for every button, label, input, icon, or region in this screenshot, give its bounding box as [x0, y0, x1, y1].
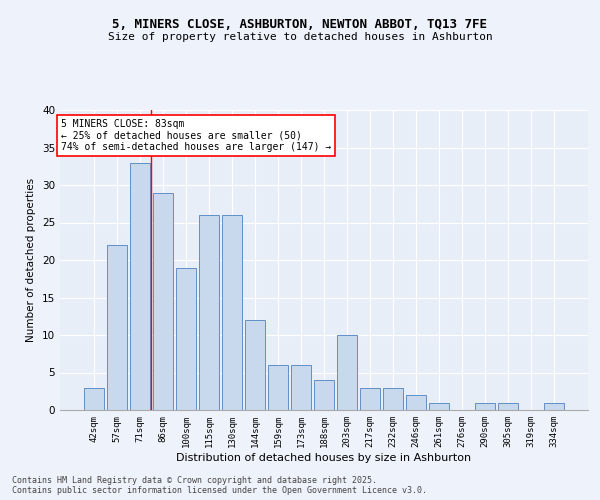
Bar: [337, 335, 357, 410]
Bar: [430, 402, 449, 410]
Bar: [199, 215, 218, 410]
Bar: [291, 365, 311, 410]
Bar: [499, 402, 518, 410]
Y-axis label: Number of detached properties: Number of detached properties: [26, 178, 37, 342]
Bar: [245, 320, 265, 410]
Bar: [176, 268, 196, 410]
Text: 5 MINERS CLOSE: 83sqm
← 25% of detached houses are smaller (50)
74% of semi-deta: 5 MINERS CLOSE: 83sqm ← 25% of detached …: [61, 119, 331, 152]
Text: 5, MINERS CLOSE, ASHBURTON, NEWTON ABBOT, TQ13 7FE: 5, MINERS CLOSE, ASHBURTON, NEWTON ABBOT…: [113, 18, 487, 30]
Bar: [406, 395, 426, 410]
Text: Contains HM Land Registry data © Crown copyright and database right 2025.
Contai: Contains HM Land Registry data © Crown c…: [12, 476, 427, 495]
Bar: [383, 388, 403, 410]
Bar: [314, 380, 334, 410]
Bar: [130, 162, 149, 410]
Bar: [475, 402, 495, 410]
Bar: [84, 388, 104, 410]
Bar: [107, 245, 127, 410]
Bar: [222, 215, 242, 410]
Bar: [544, 402, 564, 410]
Bar: [360, 388, 380, 410]
Text: Size of property relative to detached houses in Ashburton: Size of property relative to detached ho…: [107, 32, 493, 42]
X-axis label: Distribution of detached houses by size in Ashburton: Distribution of detached houses by size …: [176, 452, 472, 462]
Bar: [153, 192, 173, 410]
Bar: [268, 365, 288, 410]
